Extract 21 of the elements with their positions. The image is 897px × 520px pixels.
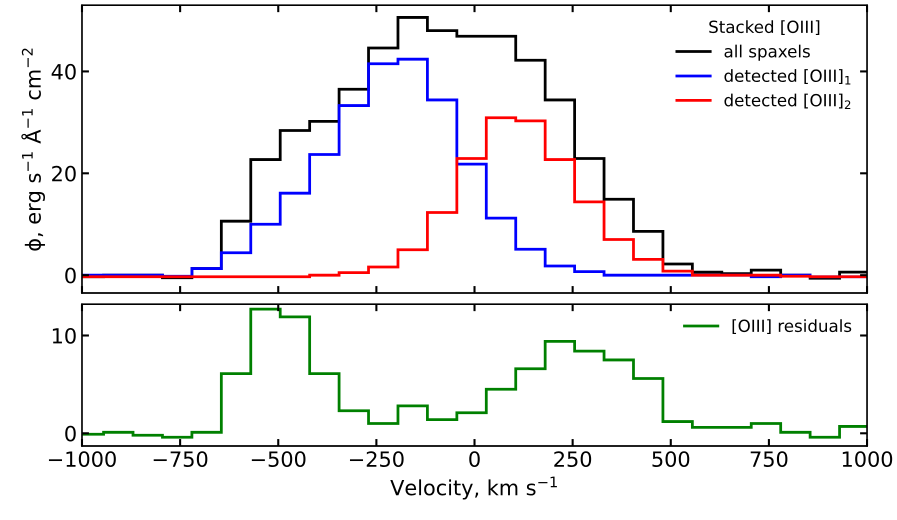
y-tick-label: 10 xyxy=(52,328,76,344)
legend-label: [OIII] residuals xyxy=(732,319,852,334)
x-tick-label: 500 xyxy=(652,451,690,467)
x-axis-title: Velocity, km s$^{−1}$ xyxy=(390,476,557,500)
x-tick-label: −750 xyxy=(154,451,208,467)
x-tick-label: 0 xyxy=(469,451,480,467)
y-tick-label: 0 xyxy=(65,268,76,284)
x-tick-label: 1000 xyxy=(842,451,892,467)
y-tick-label: 0 xyxy=(65,426,76,442)
x-tick-label: 250 xyxy=(554,451,592,467)
legend-label: detected [OIII]$_{2}$ xyxy=(724,94,850,109)
legend-label: detected [OIII]$_{1}$ xyxy=(724,69,850,85)
x-tick-label: −1000 xyxy=(48,451,116,467)
x-tick-label: −250 xyxy=(350,451,404,467)
x-tick-label: −500 xyxy=(252,451,306,467)
y-tick-label: 40 xyxy=(52,64,76,80)
legend-label: all spaxels xyxy=(724,44,810,61)
x-tick-label: 750 xyxy=(750,451,788,467)
legend-title: Stacked [OIII] xyxy=(709,20,820,36)
y-axis-title: ϕ, erg s$^{−1}$ Å$^{−1}$ cm$^{−2}$ xyxy=(21,48,45,251)
y-tick-label: 20 xyxy=(52,166,76,182)
